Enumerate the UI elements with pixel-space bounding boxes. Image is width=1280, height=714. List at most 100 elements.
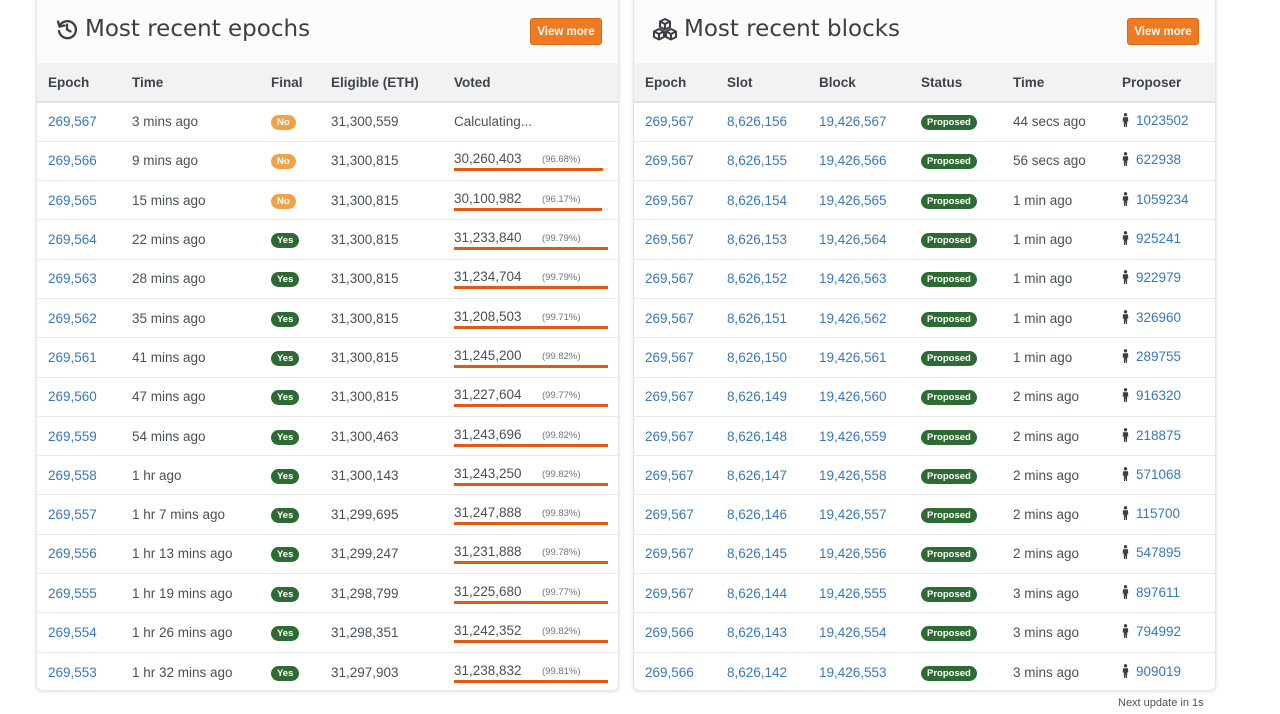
slot-link[interactable]: 8,626,145 [727,546,788,562]
voted-percent: (99.79%) [542,233,581,245]
col-block[interactable]: Block [819,74,856,90]
block-link[interactable]: 19,426,561 [819,349,887,365]
col-status[interactable]: Status [921,74,963,90]
block-link[interactable]: 19,426,560 [819,389,887,405]
proposer-cell: 115700 [1111,495,1215,534]
status-badge: Proposed [921,311,977,327]
slot-link[interactable]: 8,626,150 [727,349,788,365]
proposer-link[interactable]: 922979 [1136,270,1182,286]
epoch-link[interactable]: 269,567 [645,232,694,248]
col-voted[interactable]: Voted [454,74,491,90]
epoch-link[interactable]: 269,562 [48,310,97,326]
final-cell: Yes [260,416,320,455]
proposer-link[interactable]: 925241 [1136,231,1182,247]
slot-cell: 8,626,144 [716,574,808,613]
epoch-link[interactable]: 269,563 [48,271,97,287]
proposer-link[interactable]: 916320 [1136,388,1182,404]
epoch-link[interactable]: 269,561 [48,349,97,365]
block-link[interactable]: 19,426,565 [819,192,887,208]
slot-cell: 8,626,153 [716,220,808,259]
epoch-link[interactable]: 269,567 [645,310,694,326]
epoch-link[interactable]: 269,555 [48,585,97,601]
epoch-link[interactable]: 269,553 [48,664,97,680]
epoch-link[interactable]: 269,567 [645,114,694,130]
slot-link[interactable]: 8,626,152 [727,271,788,287]
proposer-link[interactable]: 571068 [1136,466,1182,482]
epoch-link[interactable]: 269,567 [645,389,694,405]
slot-link[interactable]: 8,626,149 [727,389,788,405]
col-final[interactable]: Final [271,74,303,90]
slot-link[interactable]: 8,626,153 [727,232,788,248]
voted-percent: (99.82%) [542,468,581,480]
epoch-link[interactable]: 269,556 [48,546,97,562]
epoch-link[interactable]: 269,567 [48,114,97,130]
epoch-link[interactable]: 269,567 [645,546,694,562]
epoch-link[interactable]: 269,567 [645,585,694,601]
epoch-link[interactable]: 269,567 [645,467,694,483]
block-link[interactable]: 19,426,559 [819,428,887,444]
slot-link[interactable]: 8,626,155 [727,153,788,169]
col-proposer[interactable]: Proposer [1122,74,1182,90]
person-icon [1122,152,1129,169]
block-link[interactable]: 19,426,562 [819,310,887,326]
proposer-link[interactable]: 909019 [1136,663,1182,679]
block-link[interactable]: 19,426,558 [819,467,887,483]
block-link[interactable]: 19,426,566 [819,153,887,169]
epoch-link[interactable]: 269,554 [48,625,97,640]
slot-link[interactable]: 8,626,142 [727,664,788,680]
proposer-link[interactable]: 115700 [1136,506,1181,522]
block-link[interactable]: 19,426,564 [819,232,887,248]
slot-link[interactable]: 8,626,156 [727,114,788,130]
voted-cell: 31,227,604 (99.77%) [443,377,618,416]
epoch-link[interactable]: 269,559 [48,428,97,444]
epoch-link[interactable]: 269,560 [48,389,97,405]
slot-link[interactable]: 8,626,147 [727,467,788,483]
epoch-link[interactable]: 269,566 [645,625,694,640]
proposer-link[interactable]: 897611 [1136,584,1181,600]
proposer-link[interactable]: 289755 [1136,348,1182,364]
block-link[interactable]: 19,426,553 [819,664,887,680]
proposer-link[interactable]: 547895 [1136,545,1182,561]
epoch-link[interactable]: 269,567 [645,428,694,444]
slot-link[interactable]: 8,626,143 [727,625,788,640]
col-epoch[interactable]: Epoch [48,74,90,90]
proposer-link[interactable]: 1059234 [1136,191,1189,207]
proposer-link[interactable]: 622938 [1136,152,1182,168]
epoch-link[interactable]: 269,567 [645,192,694,208]
epoch-link[interactable]: 269,565 [48,192,97,208]
col-eligible[interactable]: Eligible (ETH) [331,74,419,90]
block-link[interactable]: 19,426,557 [819,507,887,523]
final-cell: Yes [260,495,320,534]
proposer-link[interactable]: 794992 [1136,624,1182,640]
epoch-link[interactable]: 269,566 [48,153,97,169]
epoch-link[interactable]: 269,566 [645,664,694,680]
slot-link[interactable]: 8,626,144 [727,585,788,601]
voted-value: Calculating... [454,114,533,130]
slot-link[interactable]: 8,626,148 [727,428,788,444]
slot-link[interactable]: 8,626,154 [727,192,788,208]
epoch-link[interactable]: 269,567 [645,153,694,169]
time-cell: 1 hr 19 mins ago [132,585,233,601]
blocks-view-more-button[interactable]: View more [1127,18,1199,45]
epoch-link[interactable]: 269,567 [645,349,694,365]
block-link[interactable]: 19,426,567 [819,114,887,130]
block-link[interactable]: 19,426,555 [819,585,887,601]
epoch-link[interactable]: 269,557 [48,507,97,523]
epoch-link[interactable]: 269,567 [645,507,694,523]
epoch-link[interactable]: 269,567 [645,271,694,287]
col-time[interactable]: Time [1013,74,1045,90]
slot-link[interactable]: 8,626,146 [727,507,788,523]
block-link[interactable]: 19,426,556 [819,546,887,562]
col-slot[interactable]: Slot [727,74,753,90]
slot-link[interactable]: 8,626,151 [727,310,788,326]
col-time[interactable]: Time [132,74,164,90]
epoch-link[interactable]: 269,558 [48,467,97,483]
block-link[interactable]: 19,426,554 [819,625,887,640]
proposer-link[interactable]: 1023502 [1136,113,1189,129]
proposer-link[interactable]: 218875 [1136,427,1182,443]
block-link[interactable]: 19,426,563 [819,271,887,287]
epoch-link[interactable]: 269,564 [48,232,97,248]
epochs-view-more-button[interactable]: View more [530,18,602,45]
col-epoch[interactable]: Epoch [645,74,687,90]
proposer-link[interactable]: 326960 [1136,309,1182,325]
